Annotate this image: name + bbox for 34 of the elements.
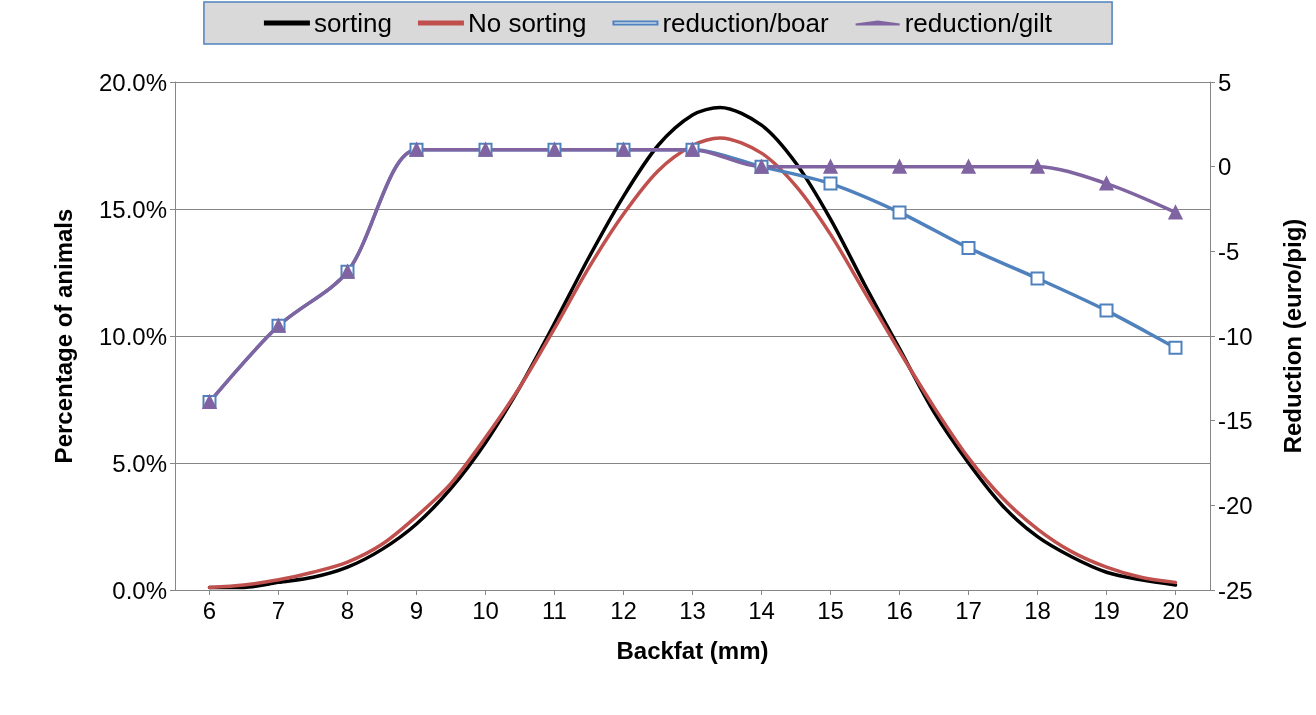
y-tick-label: 5.0% [112,449,167,477]
legend-label: reduction/gilt [904,8,1053,38]
y2-tick-label: -25 [1218,576,1253,604]
x-axis-title: Backfat (mm) [616,636,769,664]
y2-tick-label: -20 [1218,491,1253,519]
x-tick-label: 12 [610,596,637,624]
x-tick-label: 6 [202,596,217,624]
y2-tick-label: -5 [1218,237,1240,265]
x-tick-label: 9 [409,596,424,624]
x-tick-label: 13 [679,596,706,624]
x-tick-label: 7 [271,596,286,624]
y-axis-title: Percentage of animals [49,208,77,464]
y2-tick-label: 5 [1218,68,1232,96]
x-tick-label: 19 [1093,596,1120,624]
y-tick-label: 10.0% [98,322,167,350]
y2-tick-label: -15 [1218,407,1253,435]
x-tick-label: 17 [955,596,982,624]
y-tick-label: 15.0% [98,195,167,223]
x-tick-label: 18 [1024,596,1051,624]
x-tick-label: 14 [748,596,775,624]
legend-label: reduction/boar [662,8,830,38]
y2-tick-label: -10 [1218,322,1253,350]
x-tick-label: 20 [1162,596,1189,624]
y2-tick-label: 0 [1218,153,1232,181]
x-tick-label: 8 [340,596,355,624]
legend-label: sorting [313,8,392,38]
x-tick-label: 11 [542,596,567,624]
y-tick-label: 20.0% [98,68,167,96]
x-tick-label: 16 [886,596,913,624]
x-tick-label: 15 [817,596,844,624]
y-tick-label: 0.0% [112,576,167,604]
y2-axis-title: Reduction (euro/pig) [1278,218,1306,454]
x-tick-label: 10 [472,596,499,624]
legend-label: No sorting [467,8,587,38]
